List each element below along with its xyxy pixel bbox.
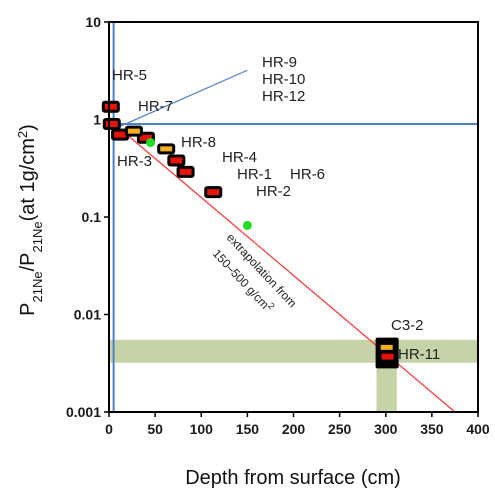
sample-red-4 xyxy=(167,154,186,167)
green-point-1 xyxy=(242,220,252,230)
x-tick-label: 50 xyxy=(147,421,163,437)
label-pointer-line xyxy=(119,69,248,127)
label-hr8: HR-8 xyxy=(181,134,216,151)
label-hr1: HR-1 xyxy=(237,166,272,183)
label-hr2: HR-2 xyxy=(256,183,291,200)
sample-red-5 xyxy=(176,165,195,178)
sample-red-7 xyxy=(378,350,397,363)
x-tick-label: 0 xyxy=(105,421,113,437)
x-axis-ticks: 0 50 100 150 200 250 300 350 400 xyxy=(105,412,490,437)
y-tick-label: 0.1 xyxy=(82,209,102,225)
x-tick-label: 400 xyxy=(466,421,490,437)
y-axis-ticks: 10 1 0.1 0.01 0.001 xyxy=(66,14,109,420)
x-tick-label: 300 xyxy=(374,421,398,437)
reference-lines xyxy=(109,22,478,412)
y-axis-label: P21Ne/P21Ne(at 1g/cm2) xyxy=(15,124,45,316)
label-hr6: HR-6 xyxy=(290,166,325,183)
label-hr4: HR-4 xyxy=(222,149,257,166)
label-hr12: HR-12 xyxy=(262,88,305,105)
y-tick-label: 0.01 xyxy=(74,307,101,323)
fit-line xyxy=(108,119,456,413)
y-tick-label: 1 xyxy=(93,112,101,128)
sample-red-0 xyxy=(101,100,120,113)
sample-orange-2 xyxy=(377,341,396,353)
data-marks xyxy=(101,100,399,369)
label-hr10: HR-10 xyxy=(262,71,305,88)
x-tick-label: 150 xyxy=(236,421,260,437)
y-tick-label: 10 xyxy=(85,14,101,30)
sample-red-6 xyxy=(204,186,223,199)
label-hr11: HR-11 xyxy=(398,346,440,363)
green-point-0 xyxy=(146,138,156,148)
label-hr7: HR-7 xyxy=(138,98,173,115)
x-tick-label: 250 xyxy=(328,421,352,437)
x-tick-label: 100 xyxy=(190,421,214,437)
sample-orange-1 xyxy=(157,143,176,155)
label-hr5: HR-5 xyxy=(112,67,147,84)
sample-orange-0 xyxy=(124,125,143,137)
label-hr3: HR-3 xyxy=(117,153,152,170)
y-tick-label: 0.001 xyxy=(66,404,101,420)
label-hr9: HR-9 xyxy=(262,54,297,71)
x-axis-label: Depth from surface (cm) xyxy=(185,467,401,489)
label-c32: C3-2 xyxy=(391,317,424,334)
x-tick-label: 200 xyxy=(282,421,306,437)
sample-red-1 xyxy=(102,117,121,130)
x-tick-label: 350 xyxy=(420,421,444,437)
